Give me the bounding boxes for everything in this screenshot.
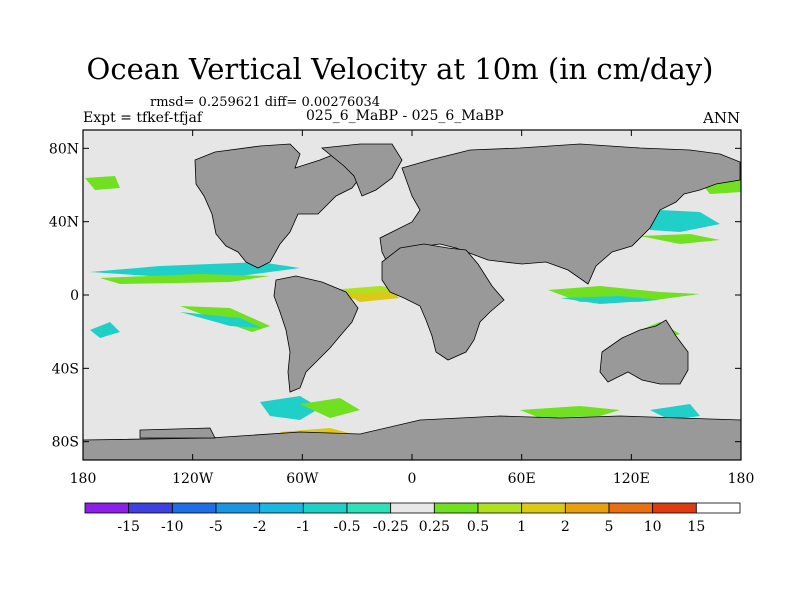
lon-tick-label: 60W	[286, 471, 319, 487]
lon-tick-label: 0	[408, 471, 417, 487]
colorbar-label: 0.5	[467, 519, 489, 535]
colorbar-swatch	[521, 502, 566, 514]
colorbar-label: -5	[209, 519, 223, 535]
lat-tick-label: 80N	[49, 141, 79, 157]
season-label: ANN	[703, 109, 741, 127]
colorbar-label: -0.25	[373, 519, 409, 535]
colorbar-label: 0.25	[419, 519, 450, 535]
lon-tick-label: 60E	[508, 471, 536, 487]
australia	[599, 319, 689, 385]
greenland	[321, 143, 403, 197]
anomaly-field	[640, 210, 720, 232]
lat-tick-label: 40N	[49, 215, 79, 231]
colorbar-label: 1	[517, 519, 526, 535]
colorbar-label: -10	[161, 519, 184, 535]
colorbar-swatch	[346, 502, 392, 514]
anomaly-field	[260, 396, 320, 420]
colorbar-label: -2	[253, 519, 267, 535]
anomaly-field	[90, 322, 120, 338]
anomaly-field	[345, 292, 400, 302]
colorbar-swatch	[477, 502, 523, 514]
colorbar-label: -0.5	[334, 519, 361, 535]
stats-text: rmsd= 0.259621 diff= 0.00276034	[150, 95, 381, 110]
land-masses	[82, 143, 742, 461]
colorbar-label: 2	[561, 519, 570, 535]
colorbar-swatch	[84, 502, 130, 514]
anomaly-field	[520, 406, 620, 418]
colorbar-swatch	[302, 502, 348, 514]
africa	[381, 243, 505, 361]
colorbar-swatch	[390, 502, 435, 514]
lon-tick-label: 180	[728, 471, 755, 487]
colorbar-swatch	[608, 502, 654, 514]
lat-tick-label: 0	[70, 288, 79, 304]
anomaly-field	[90, 262, 300, 276]
longitude-ticks: 180 120W 60W 0 60E 120E 180	[70, 130, 755, 487]
lat-tick-label: 80S	[52, 435, 79, 451]
colorbar: -15 -10 -5 -2 -1 -0.5 -0.25 0.25 0.5 1 2 5 10 15	[84, 502, 741, 535]
experiment-label: Expt = tfkef-tfjaf	[83, 110, 202, 126]
anomaly-field	[650, 404, 700, 420]
colorbar-label: -1	[297, 519, 311, 535]
latitude-ticks: 80N 40N 0 40S 80S	[49, 141, 741, 451]
colorbar-swatch	[215, 502, 261, 514]
map-plot-area: 80N 40N 0 40S 80S 180 120W 60W 0 60E 120E 180	[49, 129, 755, 487]
north-america	[194, 143, 373, 269]
anomaly-field	[85, 176, 120, 190]
antarctic-peninsula	[139, 427, 216, 439]
colorbar-swatch	[652, 502, 697, 514]
lat-tick-label: 40S	[52, 361, 79, 377]
colorbar-swatch	[695, 502, 741, 514]
eurasia	[379, 143, 741, 285]
colorbar-swatch	[433, 502, 479, 514]
south-america	[273, 275, 359, 393]
colorbar-label: 10	[644, 519, 662, 535]
case-label: 025_6_MaBP - 025_6_MaBP	[306, 108, 504, 124]
colorbar-swatch	[128, 502, 173, 514]
anomaly-field	[180, 312, 262, 328]
anomaly-field	[100, 274, 270, 284]
anomaly-field	[640, 234, 720, 244]
colorbar-swatch	[171, 502, 217, 514]
lon-tick-label: 180	[70, 471, 97, 487]
anomaly-field	[560, 296, 660, 304]
colorbar-swatch	[564, 502, 610, 514]
colorbar-swatch	[259, 502, 304, 514]
lon-tick-label: 120W	[172, 471, 214, 487]
colorbar-label: 15	[687, 519, 705, 535]
map-title: Ocean Vertical Velocity at 10m (in cm/da…	[86, 52, 714, 86]
colorbar-label: 5	[605, 519, 614, 535]
colorbar-label: -15	[117, 519, 140, 535]
anomaly-field	[300, 398, 360, 418]
lon-tick-label: 120E	[613, 471, 650, 487]
